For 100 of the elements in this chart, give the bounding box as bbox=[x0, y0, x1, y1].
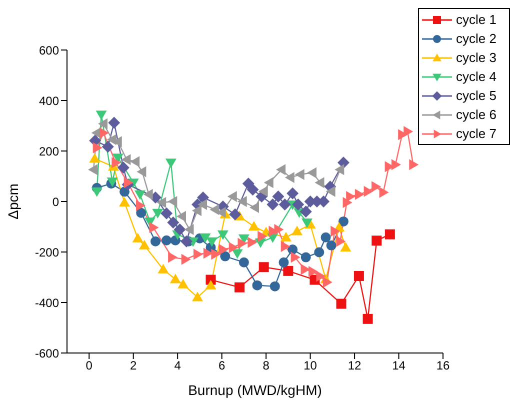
point bbox=[272, 190, 284, 202]
y-tick-label: -200 bbox=[34, 245, 60, 260]
point bbox=[250, 202, 259, 214]
point bbox=[132, 232, 144, 242]
point bbox=[283, 266, 294, 276]
point bbox=[89, 153, 100, 163]
point bbox=[292, 198, 304, 211]
point bbox=[338, 216, 348, 226]
point bbox=[99, 127, 109, 138]
point bbox=[391, 159, 401, 170]
point bbox=[138, 240, 150, 250]
point bbox=[294, 168, 304, 180]
point bbox=[276, 164, 286, 176]
point bbox=[278, 257, 289, 268]
point bbox=[336, 236, 346, 247]
point bbox=[314, 247, 324, 258]
point bbox=[184, 224, 194, 236]
point bbox=[197, 191, 210, 204]
point bbox=[206, 237, 218, 247]
legend-label: cycle 4 bbox=[456, 69, 496, 84]
point bbox=[234, 282, 245, 292]
point bbox=[180, 235, 192, 248]
point bbox=[314, 177, 324, 188]
point bbox=[300, 206, 312, 218]
point bbox=[167, 216, 180, 228]
point bbox=[150, 236, 160, 246]
point bbox=[149, 222, 159, 234]
point bbox=[217, 230, 228, 240]
x-tick-label: 8 bbox=[262, 358, 270, 373]
x-tick-label: 2 bbox=[130, 358, 138, 373]
point bbox=[192, 292, 203, 302]
point bbox=[178, 278, 189, 288]
point bbox=[278, 198, 291, 211]
y-tick-label: 400 bbox=[38, 94, 60, 108]
y-tick-label: 600 bbox=[38, 43, 60, 58]
legend-label: cycle 3 bbox=[456, 50, 496, 65]
point bbox=[218, 244, 228, 255]
point bbox=[258, 186, 268, 197]
point bbox=[134, 190, 146, 200]
point bbox=[168, 196, 178, 207]
point bbox=[220, 251, 230, 262]
point bbox=[229, 208, 242, 220]
point bbox=[176, 210, 186, 222]
point bbox=[121, 154, 131, 166]
point bbox=[205, 280, 216, 290]
point bbox=[152, 208, 164, 218]
legend-label: cycle 1 bbox=[456, 12, 496, 27]
point bbox=[108, 116, 120, 129]
point bbox=[91, 187, 102, 197]
point bbox=[252, 280, 262, 290]
point bbox=[280, 232, 292, 242]
point bbox=[211, 248, 221, 260]
point bbox=[354, 270, 364, 281]
point bbox=[119, 197, 130, 207]
x-tick-label: 4 bbox=[174, 358, 182, 373]
point bbox=[168, 252, 178, 263]
point bbox=[404, 126, 414, 138]
point bbox=[181, 254, 191, 265]
point bbox=[143, 188, 153, 200]
point bbox=[124, 177, 134, 188]
point bbox=[193, 248, 203, 260]
legend-label: cycle 2 bbox=[456, 31, 496, 46]
point bbox=[160, 207, 173, 220]
legend-label: cycle 6 bbox=[456, 107, 496, 122]
point bbox=[96, 110, 107, 120]
point bbox=[301, 218, 312, 228]
point bbox=[308, 266, 318, 277]
point bbox=[136, 166, 146, 178]
point bbox=[170, 274, 181, 284]
x-tick-label: 16 bbox=[436, 358, 450, 373]
point bbox=[346, 190, 356, 202]
x-tick-label: 12 bbox=[348, 358, 362, 373]
point bbox=[136, 200, 146, 212]
x-tick-label: 0 bbox=[86, 358, 93, 373]
point bbox=[372, 181, 382, 192]
point bbox=[227, 190, 237, 202]
point bbox=[379, 186, 389, 198]
point bbox=[174, 224, 186, 236]
point bbox=[292, 226, 303, 236]
point bbox=[336, 298, 346, 309]
point bbox=[288, 244, 298, 254]
point bbox=[112, 157, 122, 168]
point bbox=[266, 198, 279, 211]
legend-label: cycle 7 bbox=[456, 126, 496, 141]
point bbox=[340, 242, 352, 252]
y-axis-title: Δpcm bbox=[4, 184, 21, 220]
point bbox=[364, 186, 374, 197]
point bbox=[98, 118, 108, 130]
point bbox=[270, 281, 280, 292]
point bbox=[246, 184, 259, 196]
point bbox=[117, 162, 130, 174]
point bbox=[92, 142, 102, 154]
point bbox=[290, 252, 300, 263]
point bbox=[238, 257, 249, 268]
point bbox=[326, 186, 336, 197]
point bbox=[300, 252, 311, 262]
point bbox=[384, 229, 395, 240]
point bbox=[136, 208, 146, 218]
legend-label: cycle 5 bbox=[456, 88, 496, 103]
point bbox=[88, 164, 98, 176]
